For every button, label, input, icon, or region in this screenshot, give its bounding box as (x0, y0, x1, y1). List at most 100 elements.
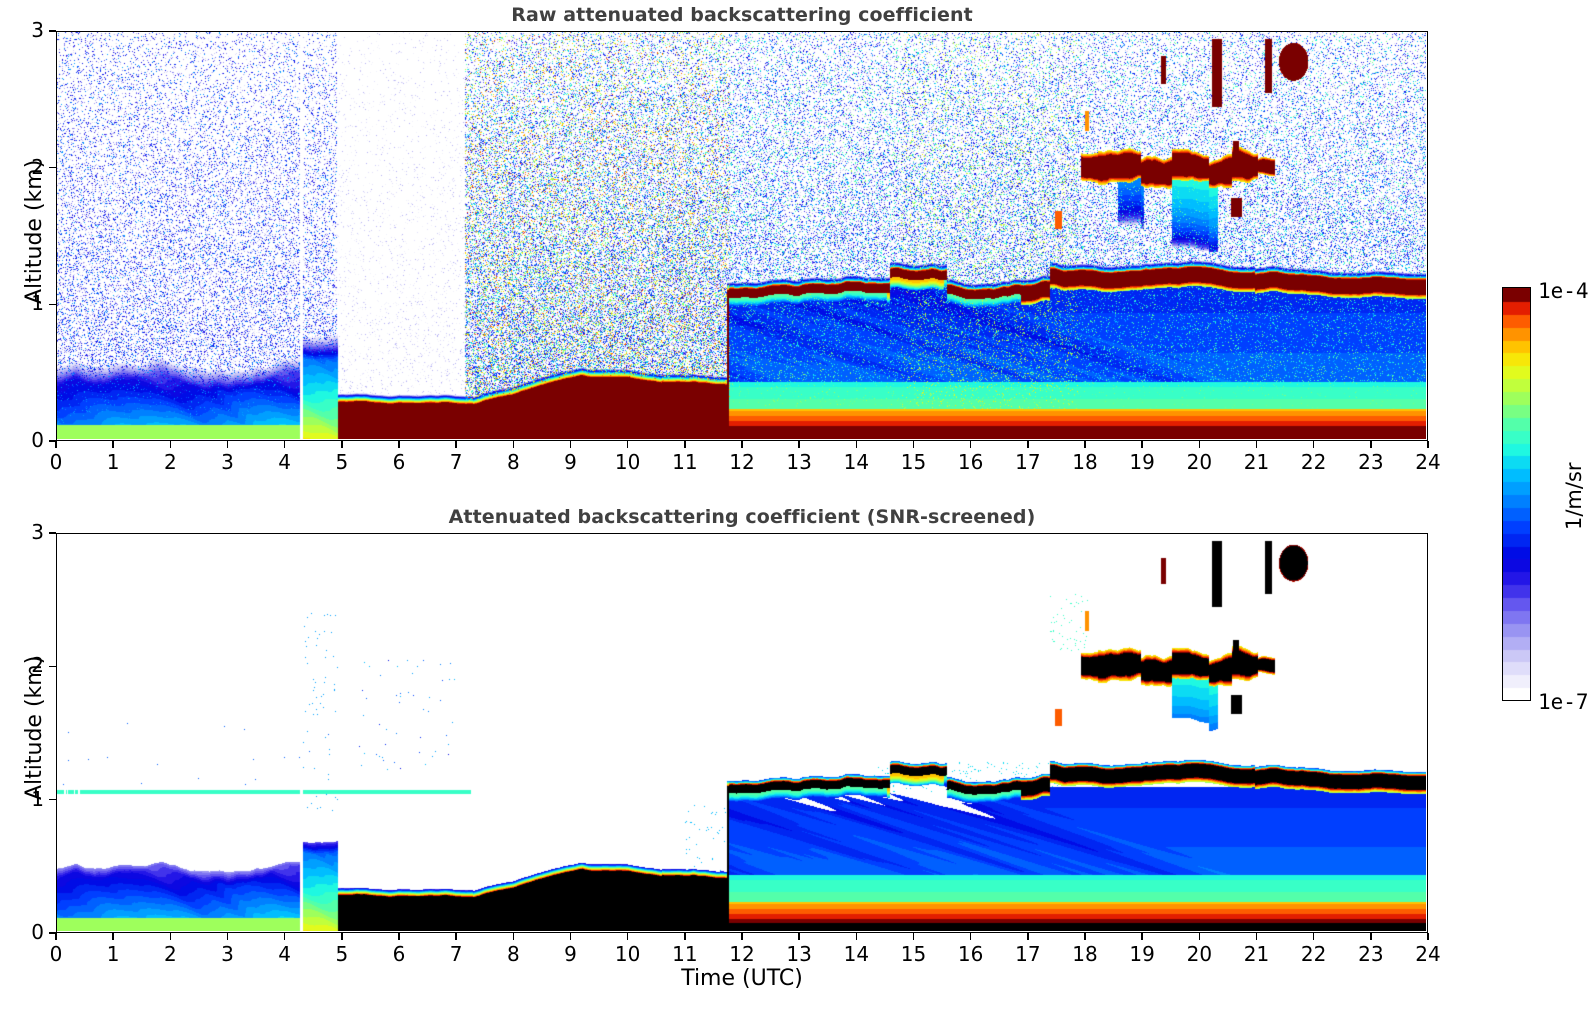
x-tick-mark-raw-23 (1370, 441, 1372, 448)
y-tick-label-raw-3: 3 (31, 18, 44, 42)
x-tick-mark-raw-22 (1312, 441, 1315, 448)
x-tick-mark-screened-15 (912, 933, 915, 940)
x-tick-label-raw-7: 7 (449, 450, 463, 474)
x-tick-label-raw-18: 18 (1072, 450, 1098, 474)
x-tick-label-screened-0: 0 (49, 942, 63, 966)
x-tick-label-raw-6: 6 (392, 450, 406, 474)
panel-title-screened: Attenuated backscattering coefficient (S… (448, 506, 1036, 528)
x-tick-mark-raw-13 (798, 441, 800, 448)
x-tick-mark-screened-7 (455, 933, 457, 940)
y-tick-mark-screened-3 (49, 532, 56, 534)
x-tick-mark-raw-3 (226, 441, 229, 448)
x-tick-label-raw-0: 0 (49, 450, 63, 474)
colorbar-unit-label: 1/m/sr (1562, 462, 1586, 530)
x-tick-label-screened-13: 13 (786, 942, 812, 966)
x-tick-mark-raw-21 (1255, 441, 1258, 448)
x-tick-mark-screened-10 (626, 933, 629, 940)
x-tick-label-raw-3: 3 (221, 450, 234, 474)
x-tick-label-screened-11: 11 (672, 942, 698, 966)
x-tick-mark-screened-14 (855, 933, 858, 940)
y-tick-mark-raw-3 (49, 30, 56, 32)
y-tick-label-screened-0: 0 (31, 920, 44, 944)
x-tick-label-raw-4: 4 (278, 450, 292, 474)
panel-title-raw: Raw attenuated backscattering coefficien… (511, 4, 973, 26)
y-tick-label-raw-1: 1 (31, 291, 44, 316)
x-tick-mark-raw-9 (569, 441, 572, 448)
x-tick-label-screened-15: 15 (900, 942, 927, 966)
x-axis-label-time: Time (UTC) (681, 966, 803, 991)
x-tick-label-screened-18: 18 (1072, 942, 1098, 966)
x-tick-label-raw-12: 12 (729, 450, 755, 474)
x-tick-label-screened-14: 14 (843, 942, 870, 966)
raw-heatmap-canvas (57, 32, 1426, 439)
x-tick-label-screened-2: 2 (163, 942, 177, 966)
x-tick-mark-screened-16 (969, 933, 972, 940)
x-tick-label-screened-21: 21 (1243, 942, 1270, 966)
y-tick-label-screened-2: 2 (31, 653, 44, 678)
x-tick-mark-raw-7 (455, 441, 457, 448)
x-tick-mark-screened-1 (112, 933, 114, 940)
x-tick-label-raw-17: 17 (1015, 450, 1041, 474)
x-tick-mark-raw-6 (398, 441, 400, 448)
x-tick-mark-screened-13 (798, 933, 800, 940)
colorbar-min-label: 1e-7 (1538, 690, 1589, 714)
x-tick-mark-raw-20 (1198, 441, 1201, 448)
x-tick-mark-raw-1 (112, 441, 114, 448)
y-tick-mark-raw-0 (49, 440, 56, 442)
x-tick-mark-screened-3 (226, 933, 229, 940)
x-tick-label-screened-17: 17 (1015, 942, 1041, 966)
x-tick-label-raw-8: 8 (506, 450, 520, 474)
x-tick-label-raw-14: 14 (843, 450, 870, 474)
x-tick-mark-raw-18 (1084, 441, 1086, 448)
y-tick-label-raw-2: 2 (31, 154, 44, 179)
x-tick-label-screened-24: 24 (1415, 942, 1441, 966)
x-tick-label-screened-9: 9 (564, 942, 577, 966)
x-tick-mark-screened-18 (1084, 933, 1086, 940)
x-tick-mark-screened-12 (741, 933, 743, 940)
x-tick-label-screened-10: 10 (614, 942, 641, 966)
y-tick-mark-raw-1 (49, 303, 56, 306)
x-tick-label-screened-19: 19 (1129, 942, 1155, 966)
plot-screened-backscatter (56, 533, 1428, 933)
x-tick-label-raw-21: 21 (1243, 450, 1270, 474)
x-tick-mark-screened-2 (169, 933, 172, 940)
x-tick-label-screened-16: 16 (957, 942, 984, 966)
x-tick-label-raw-2: 2 (163, 450, 177, 474)
x-tick-label-raw-19: 19 (1129, 450, 1155, 474)
x-tick-label-raw-1: 1 (106, 450, 120, 474)
x-tick-mark-raw-11 (684, 441, 686, 448)
x-tick-mark-raw-16 (969, 441, 972, 448)
x-tick-mark-raw-19 (1141, 441, 1143, 448)
x-tick-mark-screened-20 (1198, 933, 1201, 940)
x-tick-mark-screened-9 (569, 933, 572, 940)
y-axis-label-screened: Altitude (km) (22, 655, 47, 800)
x-tick-label-raw-24: 24 (1415, 450, 1441, 474)
x-tick-mark-raw-2 (169, 441, 172, 448)
x-tick-label-raw-16: 16 (957, 450, 984, 474)
x-tick-mark-screened-8 (512, 933, 515, 940)
x-tick-mark-screened-0 (55, 933, 57, 940)
x-tick-label-screened-1: 1 (106, 942, 120, 966)
x-tick-mark-raw-15 (912, 441, 915, 448)
x-tick-mark-raw-24 (1427, 441, 1429, 448)
x-tick-label-raw-13: 13 (786, 450, 812, 474)
x-tick-label-screened-4: 4 (278, 942, 292, 966)
x-tick-mark-screened-4 (283, 933, 286, 940)
colorbar-max-label: 1e-4 (1538, 279, 1589, 303)
x-tick-label-raw-22: 22 (1300, 450, 1327, 474)
x-tick-mark-screened-22 (1312, 933, 1315, 940)
x-tick-mark-raw-12 (741, 441, 743, 448)
x-tick-label-raw-5: 5 (335, 450, 349, 474)
y-tick-mark-screened-2 (49, 665, 56, 668)
x-tick-mark-raw-17 (1027, 441, 1029, 448)
x-tick-label-raw-9: 9 (564, 450, 577, 474)
x-tick-label-screened-23: 23 (1358, 942, 1384, 966)
colorbar-gradient (1503, 288, 1530, 700)
y-tick-label-screened-3: 3 (31, 520, 44, 544)
x-tick-label-raw-23: 23 (1358, 450, 1384, 474)
y-axis-label-raw: Altitude (km) (22, 159, 47, 304)
x-tick-label-screened-12: 12 (729, 942, 755, 966)
y-tick-mark-screened-1 (49, 798, 56, 801)
x-tick-mark-raw-8 (512, 441, 515, 448)
x-tick-mark-screened-17 (1027, 933, 1029, 940)
